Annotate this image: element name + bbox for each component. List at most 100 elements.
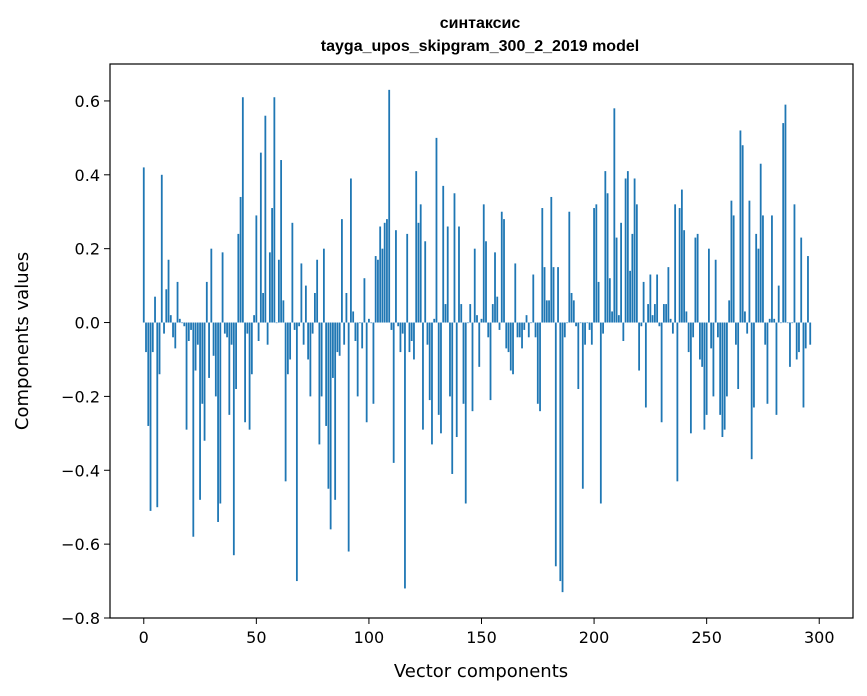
bar bbox=[368, 318, 370, 323]
bar bbox=[325, 322, 328, 426]
bar bbox=[577, 322, 580, 390]
bar bbox=[732, 215, 735, 323]
bar bbox=[807, 256, 809, 323]
bar bbox=[172, 322, 174, 338]
bar bbox=[665, 304, 668, 323]
y-tick-label: −0.2 bbox=[61, 387, 100, 406]
bar bbox=[557, 267, 559, 323]
bar bbox=[480, 318, 483, 323]
bar bbox=[235, 322, 237, 390]
bar bbox=[491, 304, 494, 323]
bar bbox=[552, 267, 555, 323]
bar bbox=[271, 208, 274, 323]
bar bbox=[181, 322, 183, 324]
bar bbox=[327, 322, 330, 489]
bar bbox=[460, 304, 463, 323]
bar bbox=[653, 304, 656, 323]
bar bbox=[550, 196, 553, 323]
bar bbox=[500, 211, 503, 323]
bar bbox=[280, 160, 283, 323]
bar bbox=[399, 322, 402, 353]
bar bbox=[719, 322, 722, 415]
bar bbox=[683, 230, 686, 323]
bar bbox=[462, 322, 465, 404]
bar bbox=[534, 322, 537, 338]
bar bbox=[291, 222, 294, 323]
bar bbox=[259, 152, 262, 323]
bar bbox=[163, 322, 165, 334]
y-tick-label: 0.4 bbox=[75, 166, 100, 185]
bar bbox=[302, 322, 305, 345]
bar bbox=[230, 322, 233, 345]
bar bbox=[635, 204, 638, 323]
bar bbox=[318, 322, 321, 445]
bar bbox=[764, 322, 767, 345]
bar bbox=[212, 322, 215, 356]
bar bbox=[694, 237, 697, 323]
bar bbox=[762, 215, 764, 323]
bar bbox=[523, 322, 526, 330]
bar bbox=[413, 322, 415, 360]
bar bbox=[386, 219, 388, 323]
bar bbox=[334, 322, 337, 500]
bar bbox=[602, 322, 604, 334]
bar bbox=[746, 322, 749, 334]
bar bbox=[273, 97, 276, 323]
bar bbox=[410, 322, 413, 341]
bar bbox=[449, 322, 451, 397]
bar bbox=[316, 259, 319, 323]
bar bbox=[442, 185, 445, 323]
bar bbox=[295, 322, 298, 582]
x-tick-label: 0 bbox=[139, 628, 149, 647]
bar bbox=[730, 200, 733, 323]
bar bbox=[428, 322, 431, 401]
y-tick-label: 0.2 bbox=[75, 240, 100, 259]
bar bbox=[440, 322, 442, 434]
bar bbox=[185, 322, 188, 430]
bar bbox=[804, 322, 807, 349]
bar bbox=[228, 322, 231, 415]
bar bbox=[160, 174, 163, 323]
bar bbox=[298, 322, 301, 327]
bar bbox=[545, 300, 548, 323]
bar bbox=[800, 237, 803, 323]
x-axis-ticks: 0 50 100 150 200 250 300 bbox=[139, 618, 835, 647]
bar bbox=[343, 322, 346, 345]
bar bbox=[482, 204, 485, 323]
bar bbox=[178, 318, 181, 323]
bar bbox=[624, 178, 627, 323]
bar bbox=[257, 322, 260, 341]
bar bbox=[786, 322, 789, 324]
bar bbox=[613, 108, 616, 323]
bar bbox=[572, 300, 575, 323]
bar bbox=[744, 311, 746, 323]
bars-group bbox=[142, 89, 812, 593]
bar bbox=[620, 222, 622, 323]
bar bbox=[771, 215, 773, 323]
bar bbox=[505, 322, 508, 349]
bar bbox=[320, 322, 323, 397]
bar bbox=[359, 322, 361, 324]
bar bbox=[705, 322, 708, 415]
bar bbox=[322, 248, 325, 323]
bar bbox=[154, 296, 156, 323]
bar bbox=[433, 318, 436, 323]
bar bbox=[667, 267, 670, 323]
bar bbox=[142, 167, 145, 323]
bar bbox=[158, 322, 161, 375]
bar bbox=[651, 315, 654, 323]
bar bbox=[512, 322, 514, 375]
bar bbox=[611, 311, 613, 323]
bar bbox=[284, 322, 287, 482]
bar bbox=[397, 322, 400, 327]
bar bbox=[606, 193, 609, 323]
bar bbox=[476, 315, 478, 323]
bar bbox=[167, 259, 170, 323]
bar bbox=[253, 315, 255, 323]
bar bbox=[622, 322, 625, 341]
bar bbox=[437, 322, 440, 415]
bar bbox=[514, 263, 517, 323]
bar bbox=[518, 322, 521, 338]
